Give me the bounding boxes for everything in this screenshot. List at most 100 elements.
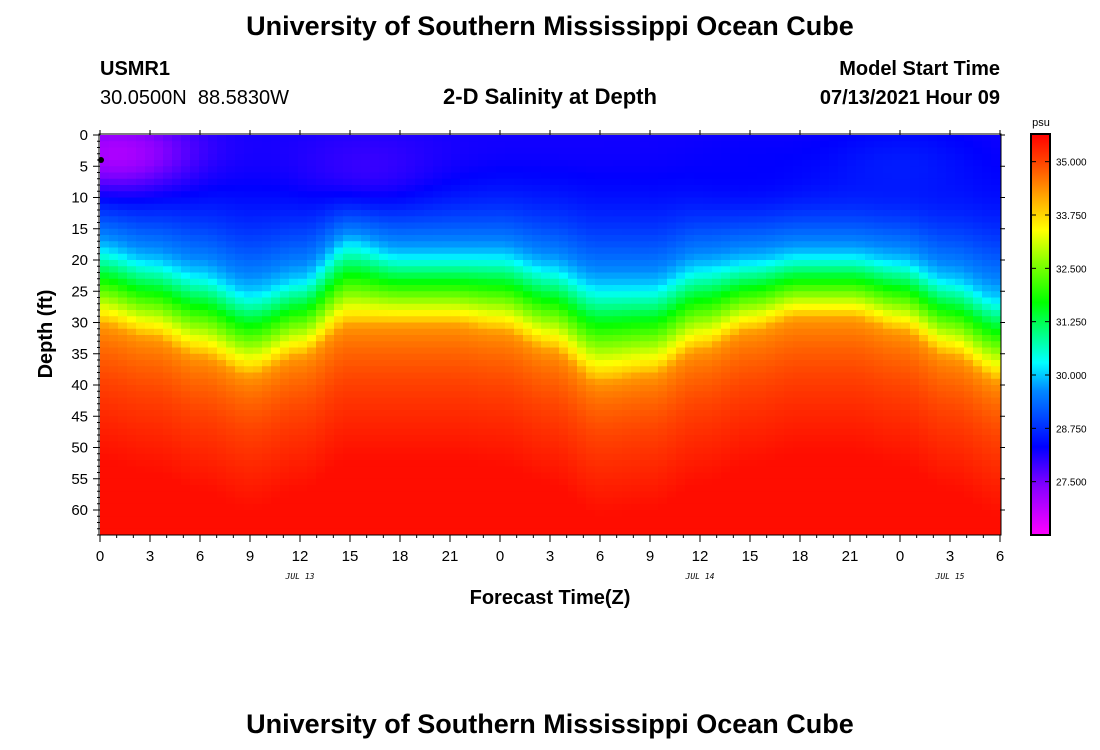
heatmap-cell [730,278,740,286]
heatmap-cell [271,147,281,155]
heatmap-cell [280,278,290,286]
heatmap-cell [388,203,398,211]
heatmap-cell [496,291,506,299]
heatmap-cell [685,210,695,217]
heatmap-cell [505,322,515,330]
heatmap-cell [649,185,659,192]
heatmap-cell [676,203,686,211]
heatmap-cell [352,503,362,511]
heatmap-cell [595,266,605,274]
heatmap-cell [433,472,443,480]
heatmap-cell [775,491,785,499]
heatmap-cell [721,203,731,211]
heatmap-cell [433,235,443,242]
heatmap-cell [586,310,596,317]
heatmap-cell [406,216,416,224]
heatmap-cell [271,460,281,467]
heatmap-cell [586,335,596,342]
heatmap-cell [568,316,578,324]
heatmap-cell [271,447,281,455]
heatmap-cell [514,153,524,161]
heatmap-cell [127,460,137,467]
heatmap-cell [496,341,506,349]
heatmap-cell [262,335,272,342]
heatmap-cell [262,422,272,430]
heatmap-cell [343,516,353,524]
heatmap-cell [550,410,560,417]
heatmap-cell [415,160,425,167]
heatmap-cell [658,391,668,399]
heatmap-cell [505,216,515,224]
heatmap-cell [649,203,659,211]
heatmap-cell [505,272,515,280]
heatmap-cell [253,191,263,199]
heatmap-cell [208,491,218,499]
heatmap-cell [262,516,272,524]
heatmap-cell [325,278,335,286]
heatmap-cell [118,347,128,355]
heatmap-cell [316,178,326,186]
heatmap-cell [109,516,119,524]
heatmap-cell [172,447,182,455]
heatmap-cell [199,147,209,155]
heatmap-cell [298,316,308,324]
heatmap-cell [397,435,407,442]
heatmap-cell [505,203,515,211]
heatmap-cell [235,166,245,174]
heatmap-cell [469,503,479,511]
heatmap-cell [433,478,443,486]
heatmap-cell [199,210,209,217]
heatmap-cell [640,291,650,299]
heatmap-cell [658,260,668,267]
heatmap-cell [568,510,578,517]
heatmap-cell [163,291,173,299]
heatmap-cell [199,222,209,230]
heatmap-cell [460,228,470,236]
heatmap-cell [730,228,740,236]
heatmap-cell [757,247,767,255]
heatmap-cell [379,197,389,205]
heatmap-cell [397,191,407,199]
heatmap-cell [307,228,317,236]
heatmap-cell [496,422,506,430]
heatmap-cell [154,235,164,242]
heatmap-cell [712,435,722,442]
heatmap-cell [586,397,596,405]
heatmap-cell [523,341,533,349]
heatmap-cell [676,241,686,249]
heatmap-cell [496,166,506,174]
heatmap-cell [388,478,398,486]
heatmap-cell [604,228,614,236]
heatmap-cell [154,241,164,249]
heatmap-cell [424,235,434,242]
heatmap-cell [640,478,650,486]
heatmap-cell [748,510,758,517]
heatmap-cell [658,353,668,361]
heatmap-cell [487,441,497,449]
heatmap-cell [577,453,587,461]
heatmap-cell [496,428,506,436]
heatmap-cell [730,391,740,399]
heatmap-cell [253,285,263,292]
heatmap-cell [532,453,542,461]
heatmap-cell [712,197,722,205]
heatmap-cell [559,191,569,199]
heatmap-cell [604,366,614,374]
heatmap-cell [694,310,704,317]
heatmap-cell [766,360,776,367]
heatmap-cell [595,141,605,149]
heatmap-cell [559,353,569,361]
heatmap-cell [505,441,515,449]
heatmap-cell [109,328,119,336]
heatmap-cell [181,378,191,386]
heatmap-cell [478,216,488,224]
heatmap-cell [712,285,722,292]
heatmap-cell [406,472,416,480]
plot-title: 2-D Salinity at Depth [443,84,657,109]
heatmap-cell [514,522,524,530]
heatmap-cell [550,191,560,199]
heatmap-cell [631,291,641,299]
heatmap-cell [514,460,524,467]
heatmap-cell [757,241,767,249]
heatmap-cell [388,335,398,342]
